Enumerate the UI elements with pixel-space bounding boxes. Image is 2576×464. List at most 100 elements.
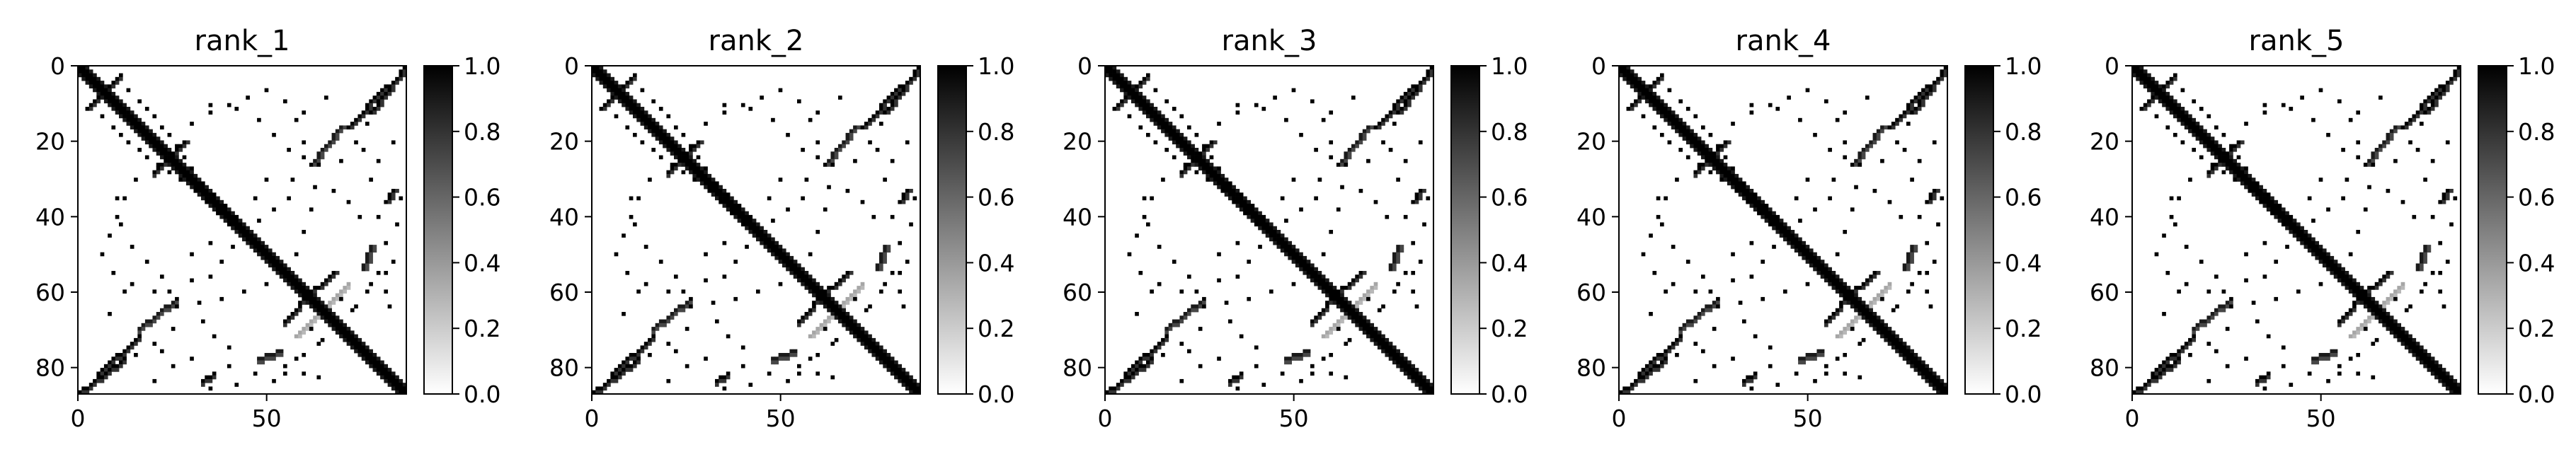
heatmap-cell: [1344, 158, 1349, 163]
heatmap-cell: [335, 319, 340, 324]
heatmap-cell: [1403, 371, 1408, 376]
heatmap-cell: [2151, 378, 2156, 383]
y-tick-label: 0: [50, 52, 65, 80]
heatmap-cell: [2233, 144, 2238, 149]
heatmap-cell: [201, 181, 205, 186]
heatmap-cell: [1723, 144, 1728, 149]
heatmap-cell: [2195, 125, 2200, 130]
heatmap-cell: [313, 315, 317, 320]
heatmap-cell: [111, 103, 116, 108]
heatmap-cell: [1123, 88, 1128, 93]
heatmap-cell: [1805, 248, 1810, 253]
heatmap-cell: [1344, 151, 1349, 156]
heatmap-cell: [2378, 282, 2383, 286]
heatmap-cell: [122, 107, 127, 111]
heatmap-cell: [890, 360, 895, 365]
heatmap-cell: [369, 360, 373, 365]
heatmap-cell: [119, 103, 123, 108]
heatmap-cell: [2177, 356, 2181, 361]
heatmap-cell: [1716, 166, 1720, 171]
heatmap-cell: [108, 368, 112, 372]
heatmap-cell: [2442, 383, 2446, 387]
heatmap-cell: [81, 386, 86, 391]
heatmap-cell: [909, 189, 913, 193]
heatmap-cell: [849, 323, 854, 327]
heatmap-cell: [823, 163, 828, 167]
heatmap-cell: [2139, 76, 2144, 81]
heatmap-cell: [1191, 308, 1195, 313]
heatmap-cell: [264, 353, 269, 357]
heatmap-cell: [399, 196, 403, 201]
heatmap-cell: [681, 132, 686, 137]
heatmap-cell: [812, 301, 816, 305]
heatmap-cell: [2430, 107, 2435, 111]
heatmap-cell: [1757, 204, 1761, 208]
colorbar-tick-label: 0.4: [1491, 249, 1528, 277]
heatmap-cell: [2449, 222, 2454, 227]
heatmap-cell: [1649, 84, 1653, 89]
heatmap-cell: [1142, 103, 1147, 108]
heatmap-cell: [227, 214, 231, 219]
heatmap-cell: [1708, 304, 1713, 309]
heatmap-cell: [108, 233, 112, 238]
heatmap-cell: [745, 245, 749, 249]
heatmap-cell: [1358, 189, 1363, 193]
heatmap-cell: [1120, 88, 1124, 93]
heatmap-cell: [685, 301, 689, 305]
heatmap-cell: [1381, 342, 1385, 346]
heatmap-cell: [2356, 301, 2361, 305]
heatmap-cell: [2408, 345, 2412, 350]
heatmap-cell: [2326, 353, 2330, 357]
heatmap-cell: [1411, 375, 1416, 380]
heatmap-cell: [2255, 181, 2260, 186]
heatmap-cell: [737, 211, 742, 216]
heatmap-cell: [715, 192, 719, 197]
heatmap-cell: [246, 240, 250, 245]
heatmap-cell: [1690, 144, 1694, 149]
heatmap-cell: [1194, 289, 1199, 294]
heatmap-cell: [1306, 271, 1311, 275]
heatmap-cell: [771, 252, 775, 257]
heatmap-cell: [212, 375, 217, 380]
heatmap-cell: [1187, 163, 1191, 167]
heatmap-cell: [1798, 245, 1802, 249]
heatmap-cell: [1138, 91, 1143, 96]
heatmap-cell: [111, 368, 116, 372]
heatmap-cell: [249, 230, 254, 234]
heatmap-cell: [2259, 189, 2263, 193]
heatmap-cell: [793, 271, 798, 275]
heatmap-cell: [2318, 245, 2323, 249]
heatmap-cell: [223, 204, 228, 208]
heatmap-cell: [2225, 301, 2230, 305]
heatmap-cell: [1682, 122, 1687, 126]
heatmap-cell: [1644, 88, 1649, 93]
heatmap-cell: [1734, 178, 1739, 182]
heatmap-cell: [357, 114, 362, 119]
heatmap-cell: [890, 158, 895, 163]
heatmap-cell: [1142, 214, 1147, 219]
heatmap-cell: [2192, 125, 2197, 130]
heatmap-cell: [643, 342, 648, 346]
heatmap-cell: [1194, 163, 1199, 167]
heatmap-cell: [1332, 289, 1337, 294]
heatmap-cell: [1362, 137, 1367, 141]
heatmap-cell: [1407, 360, 1412, 365]
heatmap-cell: [778, 260, 783, 264]
heatmap-cell: [819, 296, 824, 301]
heatmap-cell: [2374, 337, 2379, 342]
heatmap-cell: [1325, 282, 1329, 286]
heatmap-cell: [2382, 312, 2386, 316]
heatmap-cell: [380, 91, 384, 96]
heatmap-cell: [275, 353, 280, 357]
heatmap-cell: [1414, 192, 1419, 197]
heatmap-cell: [1641, 91, 1646, 96]
heatmap-cell: [1254, 207, 1259, 212]
heatmap-cell: [1824, 99, 1828, 104]
heatmap-cell: [2206, 140, 2211, 145]
heatmap-cell: [1120, 383, 1124, 387]
heatmap-cell: [2393, 330, 2398, 335]
heatmap-cell: [853, 327, 857, 331]
heatmap-cell: [681, 158, 686, 163]
colorbar-tick-label: 0.2: [464, 315, 500, 342]
